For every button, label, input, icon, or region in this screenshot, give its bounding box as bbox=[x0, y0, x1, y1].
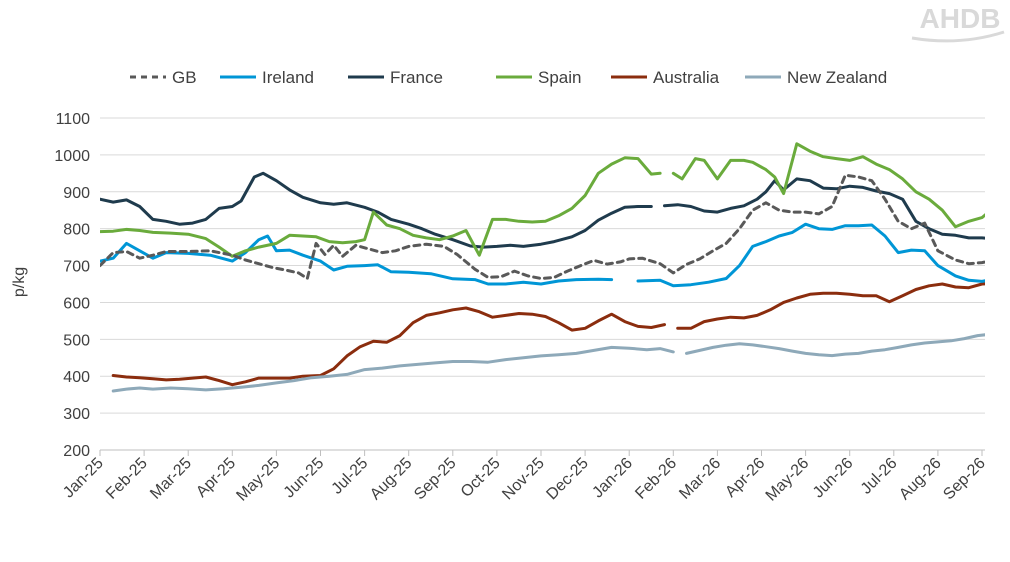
x-tick-label: Dec-25 bbox=[543, 455, 592, 504]
y-tick-label: 600 bbox=[63, 295, 90, 312]
x-tick-label: Jun-25 bbox=[281, 455, 328, 502]
logo: AHDB bbox=[911, 3, 1005, 43]
y-tick-label: 800 bbox=[63, 222, 90, 239]
y-tick-label: 1100 bbox=[56, 111, 91, 128]
x-tick-label: Feb-25 bbox=[103, 455, 151, 503]
x-tick-label: May-26 bbox=[763, 455, 813, 505]
series-spain bbox=[100, 142, 985, 258]
y-tick-label: 200 bbox=[63, 443, 90, 460]
series-australia bbox=[111, 282, 985, 387]
x-tick-label: Nov-25 bbox=[499, 455, 548, 504]
y-axis-label: p/kg bbox=[11, 267, 28, 297]
series-gb bbox=[100, 173, 985, 280]
x-tick-label: Mar-26 bbox=[676, 455, 724, 503]
series-line-segment bbox=[100, 171, 653, 249]
x-tick-label: Jul-25 bbox=[329, 455, 372, 498]
series-line-segment bbox=[100, 156, 662, 258]
x-tick-label: Jul-26 bbox=[858, 455, 901, 498]
y-axis: 200 300 400 500 600 700 800 900 1000 1100 bbox=[54, 111, 90, 460]
legend-label: Ireland bbox=[262, 68, 314, 87]
series-line-segment bbox=[636, 222, 985, 288]
series-france bbox=[100, 171, 985, 249]
legend-label: Spain bbox=[538, 68, 581, 87]
y-tick-label: 500 bbox=[63, 332, 90, 349]
x-tick-label: Sep-26 bbox=[940, 455, 989, 504]
x-tick-label: Jun-26 bbox=[810, 455, 857, 502]
x-tick-label: May-25 bbox=[233, 455, 283, 505]
y-tick-label: 300 bbox=[63, 406, 90, 423]
y-tick-label: 700 bbox=[63, 259, 90, 276]
x-tick-label: Apr-26 bbox=[722, 455, 768, 501]
x-tick-label: Oct-25 bbox=[458, 455, 504, 501]
x-tick-label: Mar-25 bbox=[147, 455, 195, 503]
x-tick-label: Aug-25 bbox=[367, 455, 416, 504]
series-line-segment bbox=[676, 282, 985, 330]
x-tick-label: Jan-26 bbox=[589, 455, 636, 502]
series-line-segment bbox=[111, 306, 666, 387]
series-line-segment bbox=[685, 333, 985, 358]
y-tick-label: 900 bbox=[63, 185, 90, 202]
x-tick-label: Aug-26 bbox=[896, 455, 945, 504]
x-tick-label: Sep-25 bbox=[411, 455, 460, 504]
x-tick-label: Jan-25 bbox=[60, 455, 107, 502]
series-line-segment bbox=[663, 177, 985, 240]
logo-swoosh bbox=[911, 30, 1005, 43]
x-tick-label: Feb-26 bbox=[632, 455, 680, 503]
legend: GB Ireland France Spain Australia New Zealand bbox=[130, 68, 887, 87]
series-line-segment bbox=[100, 173, 985, 280]
legend-label: GB bbox=[172, 68, 197, 87]
series-line-segment bbox=[671, 142, 985, 229]
series-line-segment bbox=[111, 345, 675, 393]
logo-text: AHDB bbox=[920, 3, 1001, 34]
series-lines bbox=[100, 142, 985, 393]
series-new-zealand bbox=[111, 333, 985, 393]
y-tick-label: 1000 bbox=[54, 148, 90, 165]
y-tick-label: 400 bbox=[63, 369, 90, 386]
legend-label: Australia bbox=[653, 68, 720, 87]
legend-label: France bbox=[390, 68, 443, 87]
x-tick-label: Apr-25 bbox=[193, 455, 239, 501]
legend-label: New Zealand bbox=[787, 68, 887, 87]
